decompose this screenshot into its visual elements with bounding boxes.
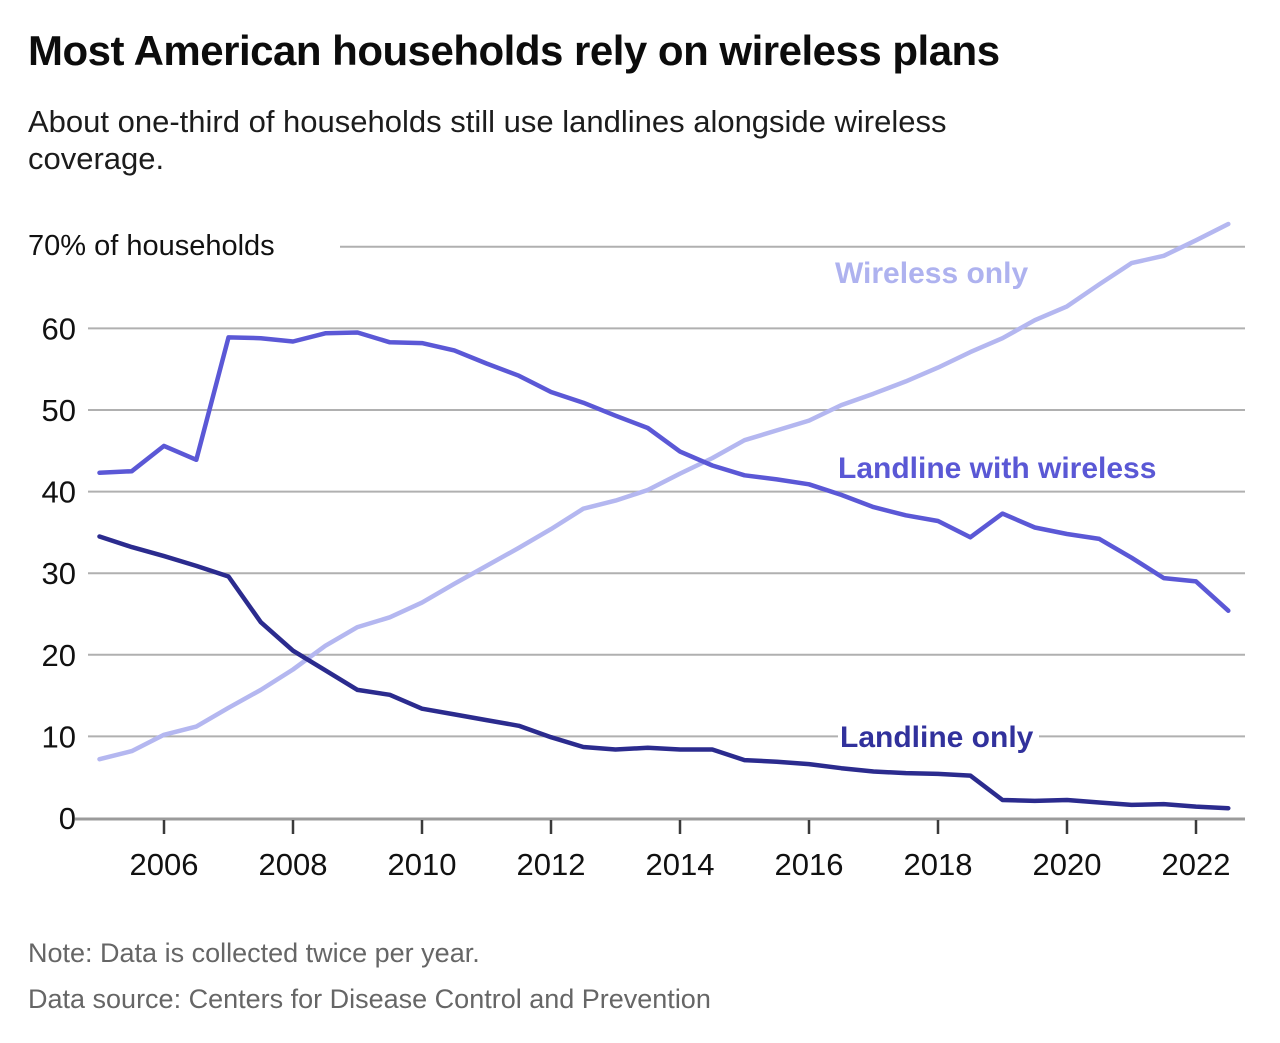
- x-tick-label-2016: 2016: [775, 847, 844, 882]
- x-tick-label-2008: 2008: [259, 847, 328, 882]
- y-tick-label-60: 60: [42, 311, 76, 346]
- series-label-wireless-only: Wireless only: [835, 257, 1029, 290]
- y-tick-label-20: 20: [42, 638, 76, 673]
- x-tick-label-2020: 2020: [1033, 847, 1102, 882]
- series-line-landline-only: [97, 534, 1231, 811]
- series-label-landline-only: Landline only: [838, 721, 1040, 755]
- y-axis-top-label: 70% of households: [28, 230, 283, 263]
- chart-subtitle: About one-third of households still use …: [28, 104, 947, 177]
- series-label-landline-with-wireless: Landline with wireless: [838, 452, 1157, 485]
- x-tick-label-2006: 2006: [130, 847, 199, 882]
- series-line-landline-with-wireless: [97, 330, 1231, 613]
- chart-note: Note: Data is collected twice per year.: [28, 938, 480, 968]
- y-tick-label-0: 0: [59, 801, 76, 836]
- y-tick-label-40: 40: [42, 475, 76, 510]
- x-tick-label-2014: 2014: [646, 847, 715, 882]
- y-tick-label-10: 10: [42, 719, 76, 754]
- chart-title: Most American households rely on wireles…: [28, 27, 1000, 74]
- x-tick-label-2010: 2010: [388, 847, 457, 882]
- y-tick-label-50: 50: [42, 393, 76, 428]
- x-tick-label-2022: 2022: [1162, 847, 1231, 882]
- x-tick-label-2012: 2012: [517, 847, 586, 882]
- x-tick-label-2018: 2018: [904, 847, 973, 882]
- series-line-wireless-only: [97, 221, 1231, 762]
- y-tick-label-30: 30: [42, 556, 76, 591]
- chart-source: Data source: Centers for Disease Control…: [28, 984, 711, 1014]
